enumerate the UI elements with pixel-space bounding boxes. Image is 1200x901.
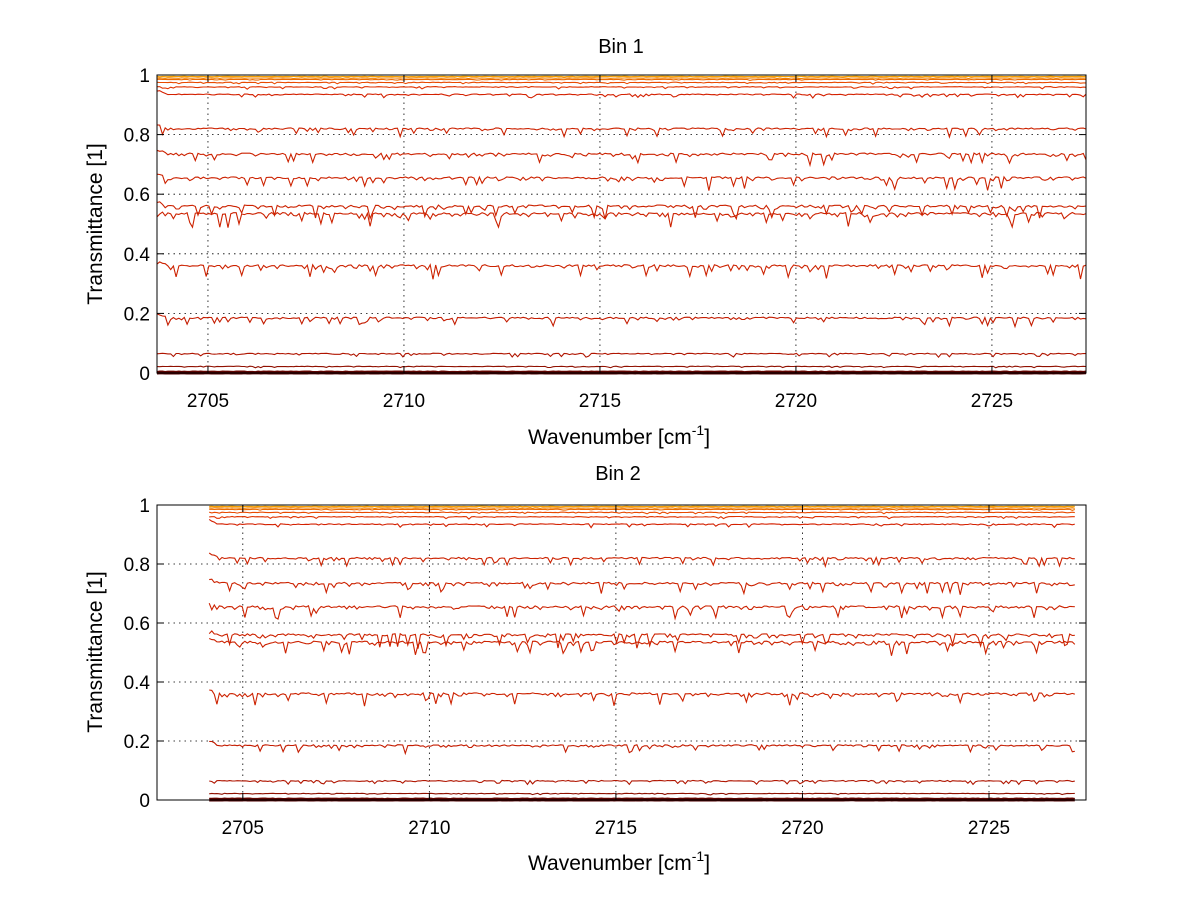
series-line [209, 507, 1075, 510]
series-line [209, 578, 1075, 596]
series-lines [208, 504, 1076, 802]
series-line [156, 75, 1087, 78]
x-tick-label: 2710 [408, 818, 450, 839]
series-line [156, 77, 1087, 80]
series-line [156, 211, 1087, 229]
series-line [156, 365, 1087, 369]
series-line [208, 552, 1075, 569]
series-line [209, 740, 1075, 756]
series-line [208, 630, 1075, 649]
series-line [156, 90, 1087, 99]
series-line [156, 78, 1086, 81]
y-tick-label: 0 [139, 364, 150, 385]
x-tick-label: 2725 [971, 391, 1013, 412]
series-line [208, 518, 1075, 529]
series-line [157, 86, 1087, 90]
y-tick-labels: 0 0.2 0.4 0.6 0.8 1 [124, 66, 151, 385]
plot-panel-bin-2: Bin 2 2705 2710 2715 2720 2725 0 0.2 0.4 0.6 0.8… [84, 463, 1087, 875]
chart-title: Bin 1 [598, 36, 644, 58]
series-line [208, 602, 1075, 621]
x-axis-label: Wavenumber [cm-1] [528, 422, 710, 449]
x-tick-label: 2710 [383, 391, 425, 412]
y-tick-label: 0.4 [124, 673, 151, 694]
y-axis-label: Transmittance [1] [84, 571, 107, 732]
series-line [156, 124, 1087, 139]
y-tick-label: 0.2 [124, 732, 150, 753]
x-tick-label: 2720 [781, 818, 823, 839]
y-tick-label: 1 [139, 66, 150, 87]
y-tick-label: 1 [139, 496, 150, 517]
series-line [209, 515, 1075, 520]
y-tick-label: 0.6 [124, 185, 150, 206]
x-tick-labels: 2705 2710 2715 2720 2725 [222, 818, 1010, 839]
series-line [208, 637, 1076, 656]
chart-title: Bin 2 [595, 463, 641, 485]
series-line [209, 792, 1075, 796]
series-line [209, 689, 1075, 707]
series-line [209, 505, 1075, 508]
series-line [156, 81, 1086, 85]
y-tick-label: 0.2 [124, 304, 150, 325]
series-lines [156, 74, 1087, 375]
series-line [209, 508, 1075, 511]
plot-panel-bin-1: Bin 1 2705 2710 2715 2720 2725 0 0.2 0.4 0.6 0.8… [84, 36, 1087, 449]
axes-frame [156, 504, 1087, 801]
series-line [209, 511, 1075, 515]
x-axis-label: Wavenumber [cm-1] [528, 848, 710, 875]
series-line [156, 201, 1087, 221]
y-tick-label: 0.6 [124, 614, 150, 635]
series-line [209, 779, 1075, 786]
y-axis-label: Transmittance [1] [84, 143, 107, 304]
y-tick-label: 0.8 [124, 555, 150, 576]
series-line [156, 352, 1087, 359]
grid-lines [157, 74, 1086, 374]
x-tick-label: 2705 [187, 391, 229, 412]
series-line [156, 313, 1087, 329]
tick-marks [157, 504, 1086, 801]
series-line [209, 797, 1075, 800]
series-line [156, 149, 1087, 168]
x-tick-label: 2715 [579, 391, 621, 412]
x-tick-label: 2725 [968, 818, 1010, 839]
series-line [156, 173, 1087, 192]
y-tick-label: 0.8 [124, 126, 150, 147]
series-line [156, 261, 1087, 280]
y-tick-labels: 0 0.2 0.4 0.6 0.8 1 [124, 496, 151, 812]
x-tick-label: 2705 [222, 818, 264, 839]
axes-frame [156, 74, 1087, 374]
tick-marks [157, 74, 1086, 374]
y-tick-label: 0 [139, 791, 150, 812]
x-tick-label: 2715 [595, 818, 637, 839]
y-tick-label: 0.4 [124, 245, 151, 266]
x-tick-labels: 2705 2710 2715 2720 2725 [187, 391, 1013, 412]
x-tick-label: 2720 [775, 391, 817, 412]
grid-lines [157, 504, 1086, 801]
